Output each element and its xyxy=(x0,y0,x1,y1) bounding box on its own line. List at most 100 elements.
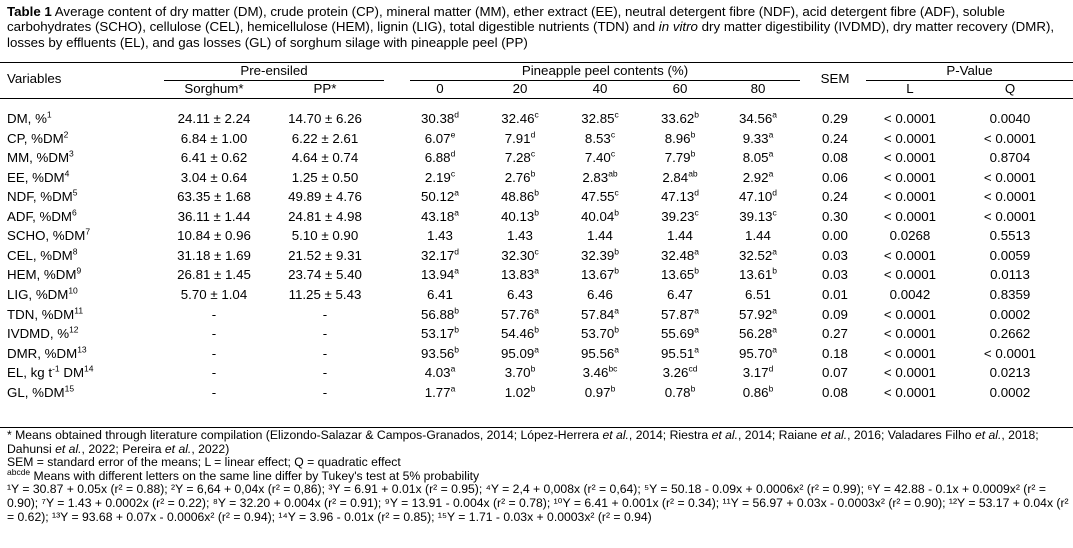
note-sem: SEM = standard error of the means; L = l… xyxy=(7,455,401,470)
cell-level-0: 53.17b xyxy=(420,324,459,342)
cell-level-80: 1.44 xyxy=(745,228,771,244)
cell-level-0: 13.94a xyxy=(420,265,459,283)
header-level-40: 40 xyxy=(592,81,608,96)
cell-l: < 0.0001 xyxy=(883,306,937,322)
cell-level-40: 7.40c xyxy=(584,148,616,166)
cell-sorghum: - xyxy=(211,326,217,342)
cell-q: 0.0040 xyxy=(989,111,1031,126)
cell-l: 0.0042 xyxy=(889,286,931,302)
cell-level-60: 6.47 xyxy=(667,286,693,302)
cell-level-40: 53.70b xyxy=(580,324,619,342)
cell-level-60: 47.13d xyxy=(660,187,699,205)
cell-level-80: 13.61b xyxy=(738,265,777,283)
header-variables: Variables xyxy=(7,71,62,86)
note-tukey: abcde Means with different letters on th… xyxy=(7,466,480,483)
cell-sem: 0.30 xyxy=(822,208,848,224)
cell-q: < 0.0001 xyxy=(983,130,1037,146)
row-variable: ADF, %DM6 xyxy=(7,207,77,224)
cell-level-60: 7.79b xyxy=(664,148,696,166)
cell-l: < 0.0001 xyxy=(883,208,937,224)
cell-l: < 0.0001 xyxy=(883,189,937,205)
cell-level-60: 32.48a xyxy=(660,246,699,263)
cell-level-20: 32.46c xyxy=(501,109,539,126)
cell-level-20: 54.46b xyxy=(500,324,539,342)
cell-l: < 0.0001 xyxy=(883,130,937,146)
cell-sem: 0.07 xyxy=(822,365,848,381)
cell-level-60: 55.69a xyxy=(660,324,699,342)
cell-level-0: 6.41 xyxy=(427,286,453,302)
row-variable: CP, %DM2 xyxy=(7,129,69,146)
cell-l: < 0.0001 xyxy=(883,169,937,185)
cell-sorghum: 31.18 ± 1.69 xyxy=(177,247,251,263)
cell-level-20: 1.02b xyxy=(504,383,536,400)
row-variable: GL, %DM15 xyxy=(7,383,75,400)
cell-sem: 0.29 xyxy=(822,111,848,126)
cell-pp: 24.81 ± 4.98 xyxy=(288,208,362,224)
cell-level-20: 40.13b xyxy=(500,207,539,224)
top-rule xyxy=(0,62,1073,63)
cell-pp: - xyxy=(322,306,328,322)
cell-pp: - xyxy=(322,365,328,381)
cell-level-0: 43.18a xyxy=(420,207,459,224)
row-variable: TDN, %DM11 xyxy=(7,305,84,322)
cell-sorghum: 6.41 ± 0.62 xyxy=(180,150,248,166)
cell-sorghum: 36.11 ± 1.44 xyxy=(177,208,251,224)
cell-level-80: 3.17d xyxy=(742,363,774,381)
cell-sem: 0.27 xyxy=(822,326,848,342)
cell-q: 0.0002 xyxy=(989,306,1031,322)
cell-level-20: 57.76a xyxy=(500,305,539,322)
cell-l: < 0.0001 xyxy=(883,111,937,126)
cell-pp: 21.52 ± 9.31 xyxy=(288,247,362,263)
pvalue-underline xyxy=(866,80,1073,81)
cell-level-60: 0.78b xyxy=(664,383,696,400)
cell-level-40: 0.97b xyxy=(584,383,616,400)
cell-level-80: 39.13c xyxy=(739,207,777,224)
cell-level-20: 3.70b xyxy=(504,363,536,381)
cell-sorghum: - xyxy=(211,384,217,400)
cell-sem: 0.01 xyxy=(822,286,848,302)
cell-pp: 49.89 ± 4.76 xyxy=(288,189,362,205)
cell-sorghum: - xyxy=(211,306,217,322)
cell-level-0: 56.88b xyxy=(420,305,459,322)
cell-sorghum: 24.11 ± 2.24 xyxy=(177,111,251,126)
cell-l: < 0.0001 xyxy=(883,365,937,381)
cell-q: 0.0002 xyxy=(989,384,1031,400)
cell-level-0: 6.88d xyxy=(424,148,456,166)
cell-l: < 0.0001 xyxy=(883,345,937,361)
cell-level-0: 2.19c xyxy=(424,168,456,185)
table-label: Table 1 xyxy=(7,4,52,19)
header-pp: PP* xyxy=(313,81,337,96)
cell-q: < 0.0001 xyxy=(983,169,1037,185)
cell-q: < 0.0001 xyxy=(983,345,1037,361)
note-equations: ¹Y = 30.87 + 0.05x (r² = 0.88); ²Y = 6,6… xyxy=(7,482,1069,524)
cell-level-40: 32.85c xyxy=(581,109,619,126)
header-q: Q xyxy=(1004,81,1016,96)
row-variable: EE, %DM4 xyxy=(7,168,70,185)
header-level-0: 0 xyxy=(436,81,444,96)
cell-level-80: 95.70a xyxy=(738,344,777,361)
cell-q: 0.0059 xyxy=(989,247,1031,263)
cell-q: 0.8359 xyxy=(989,286,1031,302)
cell-level-60: 1.44 xyxy=(667,228,693,244)
header-sem: SEM xyxy=(820,71,850,86)
cell-sem: 0.24 xyxy=(822,130,848,146)
cell-sem: 0.03 xyxy=(822,267,848,283)
cell-q: 0.8704 xyxy=(989,150,1031,166)
cell-pp: 11.25 ± 5.43 xyxy=(288,286,362,302)
cell-pp: 6.22 ± 2.61 xyxy=(291,130,359,146)
caption-text-a: Average content of dry matter (DM), crud… xyxy=(7,4,1005,35)
cell-l: < 0.0001 xyxy=(883,150,937,166)
cell-sorghum: 3.04 ± 0.64 xyxy=(180,169,248,185)
cell-sem: 0.09 xyxy=(822,306,848,322)
cell-level-60: 57.87a xyxy=(660,305,699,322)
cell-sorghum: - xyxy=(211,345,217,361)
cell-sorghum: 63.35 ± 1.68 xyxy=(177,189,251,205)
cell-pp: 5.10 ± 0.90 xyxy=(291,228,359,244)
header-pre-ensiled: Pre-ensiled xyxy=(240,63,308,78)
row-variable: HEM, %DM9 xyxy=(7,265,82,283)
cell-sorghum: 26.81 ± 1.45 xyxy=(177,267,251,283)
cell-level-60: 39.23c xyxy=(661,207,699,224)
cell-level-20: 2.76b xyxy=(504,168,536,185)
row-variable: DMR, %DM13 xyxy=(7,344,87,361)
cell-level-80: 8.05a xyxy=(742,148,774,166)
